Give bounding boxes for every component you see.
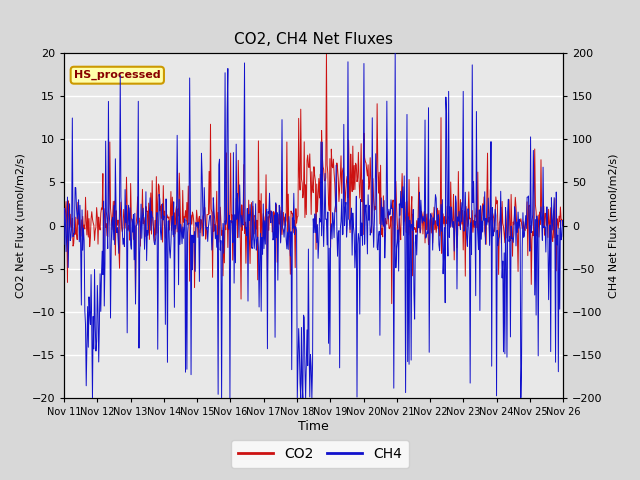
Y-axis label: CH4 Net Flux (nmol/m2/s): CH4 Net Flux (nmol/m2/s) [608, 153, 618, 298]
Title: CO2, CH4 Net Fluxes: CO2, CH4 Net Fluxes [234, 33, 393, 48]
Legend: CO2, CH4: CO2, CH4 [231, 440, 409, 468]
Y-axis label: CO2 Net Flux (umol/m2/s): CO2 Net Flux (umol/m2/s) [16, 153, 26, 298]
Text: HS_processed: HS_processed [74, 70, 161, 80]
X-axis label: Time: Time [298, 420, 329, 433]
